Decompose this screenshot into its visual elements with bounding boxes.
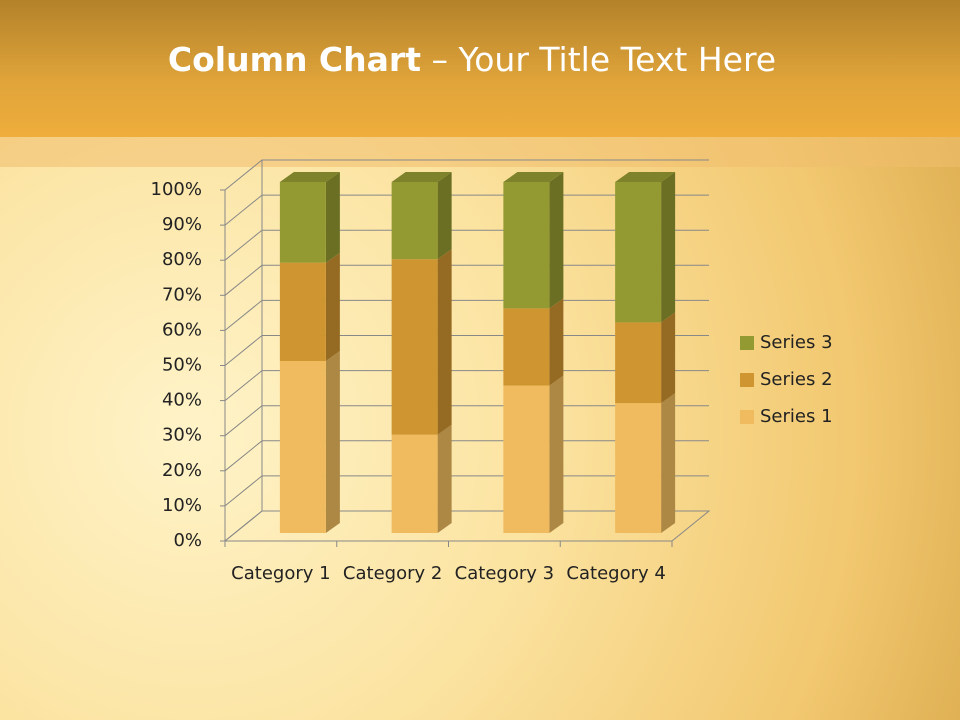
legend-label: Series 3 [760,332,833,353]
y-tick-label: 60% [162,319,202,340]
legend-swatch [740,336,754,350]
title-rest: – Your Title Text Here [431,40,777,79]
y-tick-label: 50% [162,355,202,376]
y-tick-label: 90% [162,214,202,235]
legend-swatch [740,373,754,387]
grid-line [224,159,709,191]
bar [279,182,326,263]
bar [503,182,550,309]
bar [503,385,550,533]
bar [279,361,326,533]
bar-side [661,172,676,323]
legend-label: Series 1 [760,406,833,427]
bar-side [549,375,564,533]
x-tick-label: Category 2 [342,563,443,584]
bar-side [661,312,676,404]
bar-side [437,424,452,533]
y-tick-label: 70% [162,284,202,305]
y-tick-label: 10% [162,495,202,516]
bar [391,182,438,260]
y-tick-label: 30% [162,425,202,446]
bar-side [549,172,564,309]
bar-side [325,172,340,263]
bar-side [325,351,340,533]
bar-top [615,172,676,182]
bar [391,259,438,435]
y-tick-label: 0% [173,530,202,551]
bar [279,262,326,362]
header [0,0,960,137]
y-tick-label: 40% [162,390,202,411]
bar [503,308,550,386]
y-tick-label: 100% [151,179,202,200]
bar-side [549,298,564,386]
bar-side [661,393,676,533]
y-tick-label: 80% [162,249,202,270]
bar [615,403,662,533]
bar-top [279,172,340,182]
title: Column Chart – Your Title Text Here [0,40,944,79]
legend-label: Series 2 [760,369,833,390]
x-tick-label: Category 3 [454,563,555,584]
bar-top [391,172,452,182]
bar [615,322,662,404]
bar-side [437,249,452,435]
legend-swatch [740,410,754,424]
x-tick-label: Category 4 [566,563,666,584]
bar-side [325,252,340,362]
bar [615,182,662,323]
bar-side [437,172,452,260]
y-tick-label: 20% [162,460,202,481]
bar-top [503,172,564,182]
title-bold: Column Chart [167,40,421,79]
bar [391,434,438,533]
x-tick-label: Category 1 [231,563,331,584]
header-band [0,137,960,167]
